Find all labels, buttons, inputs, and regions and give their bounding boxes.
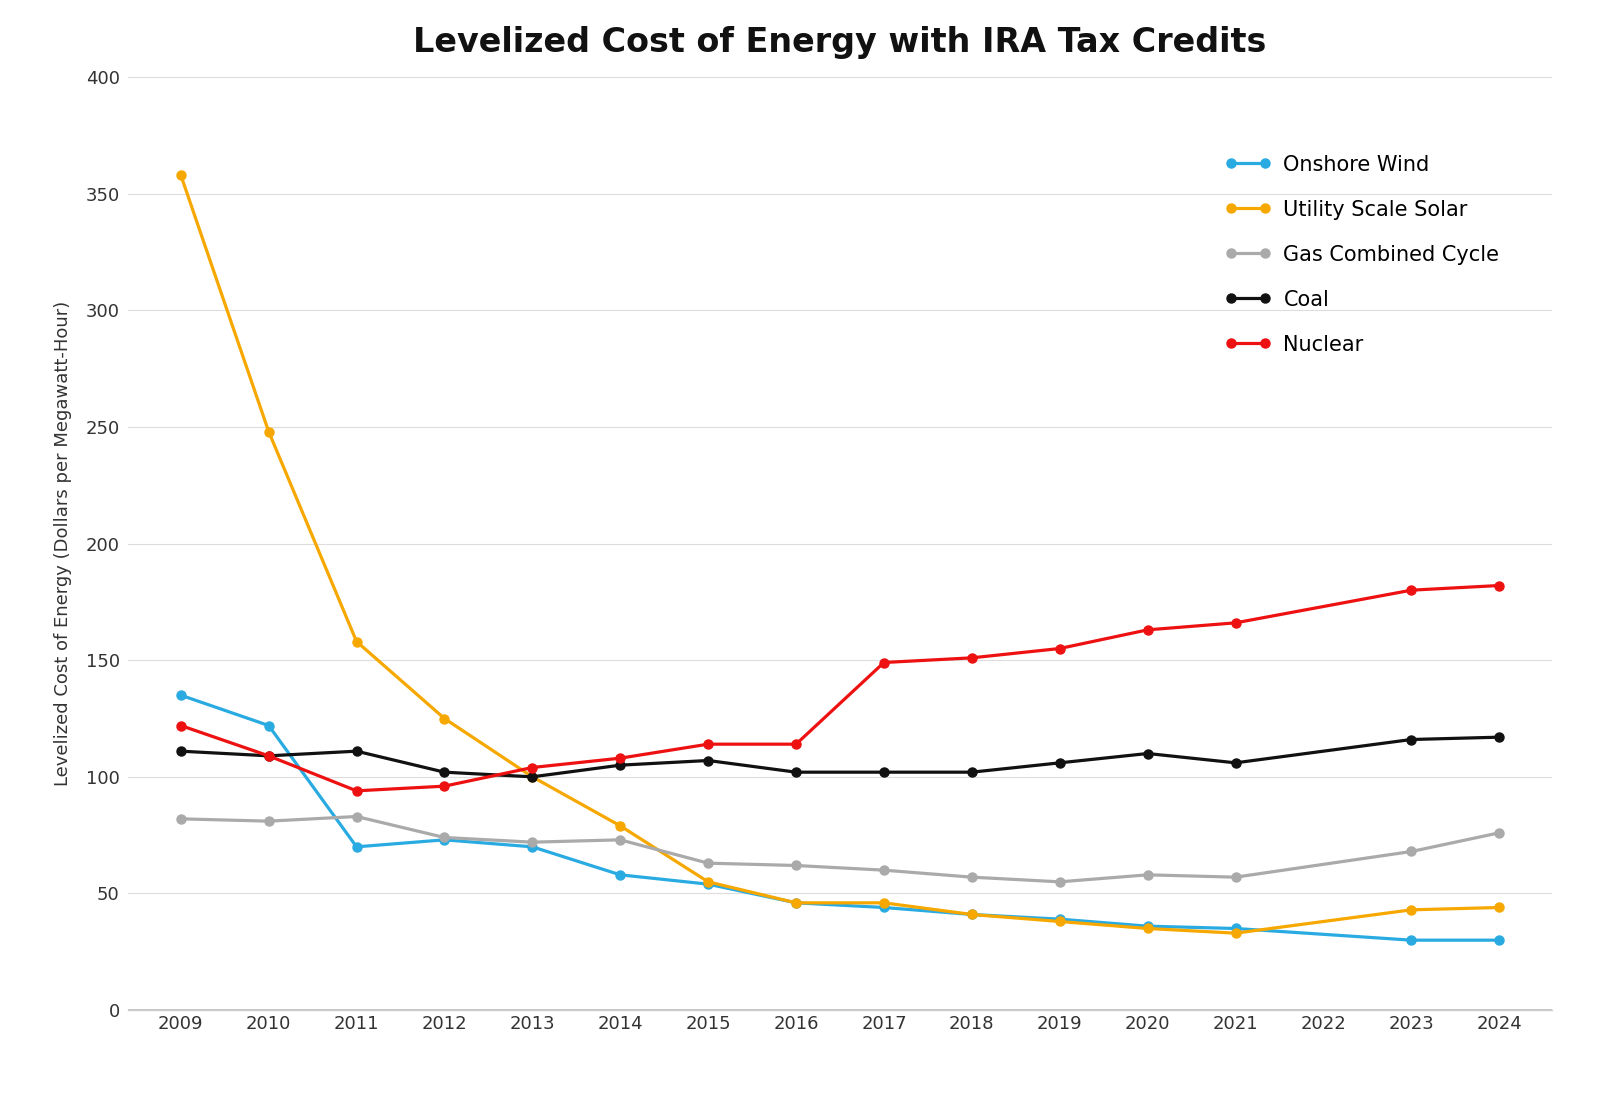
Onshore Wind [1138, 920, 1157, 933]
Onshore Wind [523, 840, 542, 853]
Nuclear [787, 738, 806, 751]
Utility Scale Solar [1138, 922, 1157, 935]
Coal [347, 744, 366, 758]
Nuclear [259, 749, 278, 762]
Nuclear [1402, 584, 1421, 597]
Gas Combined Cycle [435, 831, 454, 844]
Line: Coal: Coal [176, 732, 1504, 782]
Gas Combined Cycle [1138, 869, 1157, 882]
Coal [1490, 730, 1509, 743]
Line: Gas Combined Cycle: Gas Combined Cycle [176, 813, 1504, 886]
Y-axis label: Levelized Cost of Energy (Dollars per Megawatt-Hour): Levelized Cost of Energy (Dollars per Me… [53, 301, 72, 786]
Gas Combined Cycle [787, 859, 806, 872]
Onshore Wind [611, 869, 630, 882]
Nuclear [1490, 579, 1509, 592]
Onshore Wind [171, 688, 190, 702]
Onshore Wind [1402, 933, 1421, 946]
Utility Scale Solar [699, 875, 718, 888]
Utility Scale Solar [1050, 915, 1069, 928]
Onshore Wind [1490, 933, 1509, 946]
Onshore Wind [874, 900, 893, 914]
Coal [523, 771, 542, 784]
Gas Combined Cycle [1050, 875, 1069, 888]
Line: Onshore Wind: Onshore Wind [176, 691, 1504, 944]
Gas Combined Cycle [1402, 845, 1421, 859]
Nuclear [962, 651, 981, 664]
Utility Scale Solar [171, 168, 190, 181]
Nuclear [874, 656, 893, 669]
Gas Combined Cycle [171, 813, 190, 826]
Utility Scale Solar [1402, 904, 1421, 917]
Gas Combined Cycle [1490, 827, 1509, 840]
Coal [435, 765, 454, 778]
Coal [171, 744, 190, 758]
Gas Combined Cycle [259, 815, 278, 828]
Nuclear [171, 719, 190, 732]
Gas Combined Cycle [347, 810, 366, 824]
Nuclear [1138, 624, 1157, 637]
Utility Scale Solar [874, 896, 893, 909]
Nuclear [611, 751, 630, 764]
Nuclear [699, 738, 718, 751]
Coal [611, 759, 630, 772]
Gas Combined Cycle [874, 863, 893, 876]
Gas Combined Cycle [1226, 871, 1245, 884]
Utility Scale Solar [611, 819, 630, 832]
Nuclear [1050, 642, 1069, 656]
Utility Scale Solar [1490, 900, 1509, 914]
Onshore Wind [1050, 912, 1069, 926]
Onshore Wind [1226, 922, 1245, 935]
Nuclear [347, 784, 366, 797]
Nuclear [435, 780, 454, 793]
Coal [259, 749, 278, 762]
Gas Combined Cycle [962, 871, 981, 884]
Title: Levelized Cost of Energy with IRA Tax Credits: Levelized Cost of Energy with IRA Tax Cr… [413, 26, 1267, 59]
Coal [874, 765, 893, 778]
Utility Scale Solar [347, 635, 366, 648]
Nuclear [523, 761, 542, 774]
Onshore Wind [699, 877, 718, 890]
Line: Utility Scale Solar: Utility Scale Solar [176, 170, 1504, 938]
Legend: Onshore Wind, Utility Scale Solar, Gas Combined Cycle, Coal, Nuclear: Onshore Wind, Utility Scale Solar, Gas C… [1205, 134, 1520, 376]
Utility Scale Solar [523, 771, 542, 784]
Coal [787, 765, 806, 778]
Onshore Wind [962, 908, 981, 921]
Nuclear [1226, 616, 1245, 629]
Onshore Wind [787, 896, 806, 909]
Coal [699, 754, 718, 768]
Coal [1402, 733, 1421, 747]
Gas Combined Cycle [699, 856, 718, 870]
Utility Scale Solar [787, 896, 806, 909]
Line: Nuclear: Nuclear [176, 581, 1504, 795]
Gas Combined Cycle [523, 836, 542, 849]
Coal [1050, 757, 1069, 770]
Utility Scale Solar [259, 425, 278, 438]
Utility Scale Solar [1226, 927, 1245, 940]
Onshore Wind [435, 833, 454, 847]
Utility Scale Solar [962, 908, 981, 921]
Coal [962, 765, 981, 778]
Gas Combined Cycle [611, 833, 630, 847]
Onshore Wind [347, 840, 366, 853]
Onshore Wind [259, 719, 278, 732]
Utility Scale Solar [435, 712, 454, 725]
Coal [1138, 747, 1157, 760]
Coal [1226, 757, 1245, 770]
